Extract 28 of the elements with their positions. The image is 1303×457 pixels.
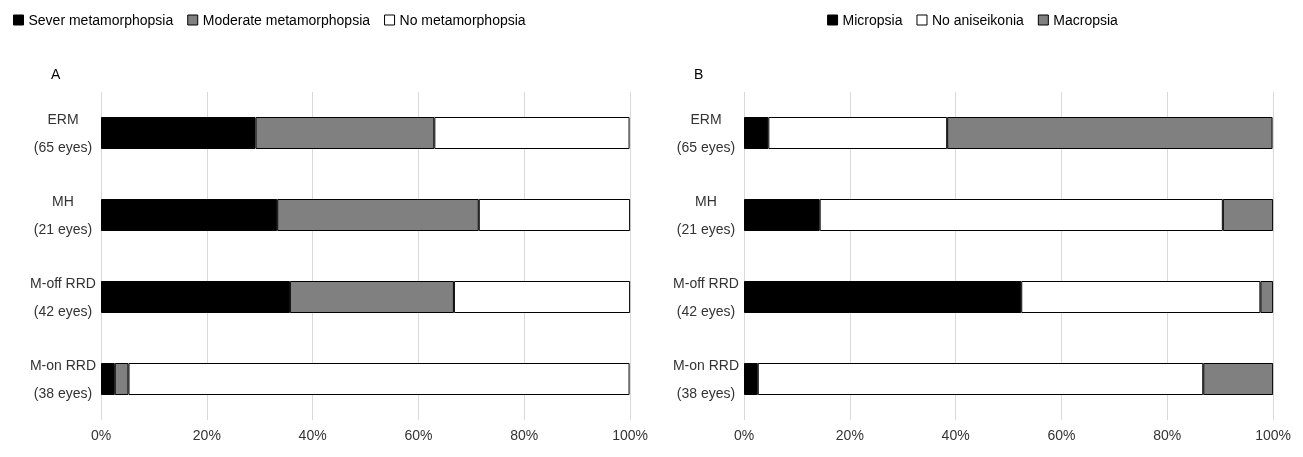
y-tick-label: MH (21 eyes) (33, 193, 93, 237)
x-tick-label: 0% (733, 427, 755, 443)
y-tick-label: M-off RRD (42 eyes) (30, 275, 96, 319)
x-tick-label: 60% (404, 427, 433, 443)
x-tick-label: 100% (1255, 427, 1291, 443)
y-tick-label: M-on RRD (38 eyes) (29, 357, 97, 401)
x-tick-label: 20% (835, 427, 864, 443)
x-tick-label: 40% (941, 427, 970, 443)
x-tick-label: 40% (298, 427, 327, 443)
y-tick-label: M-off RRD (42 eyes) (673, 275, 739, 319)
legend-label: Sever metamorphopsia (28, 12, 174, 28)
y-tick-label: MH (21 eyes) (676, 193, 736, 237)
x-tick-label: 60% (1047, 427, 1076, 443)
y-tick-label: M-on RRD (38 eyes) (672, 357, 740, 401)
legend-label: No aniseikonia (932, 12, 1025, 28)
chart-title: B (694, 66, 704, 82)
legend-label: Macropsia (1053, 12, 1119, 28)
legend-label: No metamorphopsia (399, 12, 526, 28)
x-tick-label: 20% (192, 427, 221, 443)
y-tick-label: ERM (65 eyes) (33, 111, 93, 155)
x-tick-label: 80% (510, 427, 539, 443)
x-tick-label: 0% (90, 427, 112, 443)
legend-label: Moderate metamorphopsia (202, 12, 371, 28)
x-tick-label: 80% (1153, 427, 1182, 443)
chart-title: A (51, 66, 61, 82)
y-tick-label: ERM (65 eyes) (676, 111, 736, 155)
legend-label: Micropsia (842, 12, 903, 28)
x-tick-label: 100% (612, 427, 648, 443)
